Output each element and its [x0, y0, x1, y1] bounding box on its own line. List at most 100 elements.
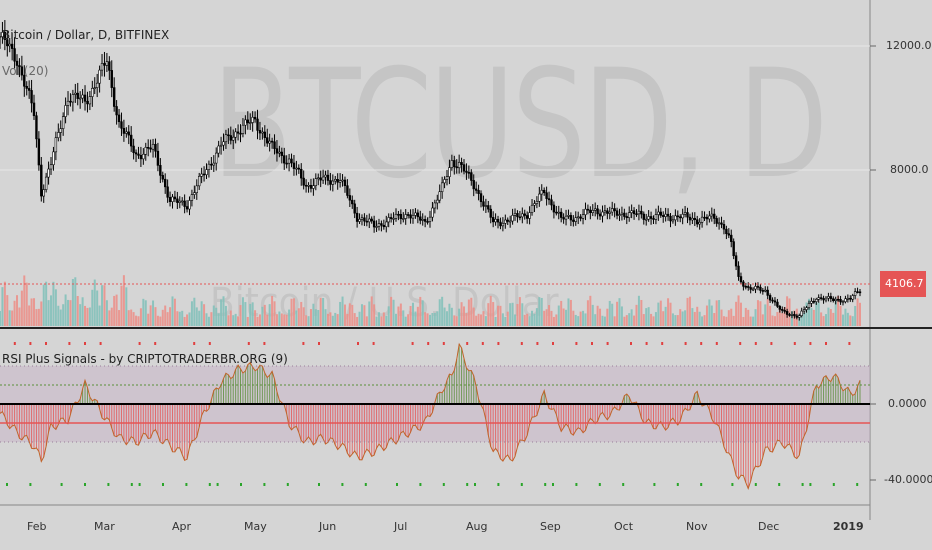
- volume-bar: [125, 287, 128, 326]
- price-candle-body: [618, 214, 621, 216]
- volume-bar: [47, 300, 50, 326]
- volume-bar: [50, 295, 53, 326]
- buy-signal-marker: [442, 483, 445, 486]
- price-candle-body: [637, 210, 641, 215]
- volume-bar: [307, 316, 310, 326]
- gridlines: [0, 45, 870, 171]
- price-candle-body: [615, 210, 619, 216]
- volume-bar: [759, 301, 762, 326]
- price-candle-body: [302, 177, 305, 186]
- volume-bar: [188, 312, 191, 326]
- price-candle-body: [258, 130, 262, 134]
- time-label-nov: Nov: [686, 520, 708, 533]
- price-axis-label: 8000.0: [890, 163, 929, 176]
- sell-signal-marker: [411, 342, 414, 345]
- price-candle-body: [455, 166, 458, 169]
- volume-bar: [122, 275, 125, 326]
- price-candle-body: [778, 306, 782, 310]
- price-candle-body: [625, 216, 628, 218]
- price-candle-body: [688, 216, 692, 221]
- price-candle-body: [465, 170, 468, 173]
- price-candle-body: [88, 96, 92, 105]
- price-candle-body: [598, 213, 602, 217]
- price-candle-body: [511, 215, 514, 222]
- sell-signal-marker: [770, 342, 773, 345]
- buy-signal-marker: [520, 483, 523, 486]
- price-candle-body: [530, 204, 534, 213]
- volume-bar: [698, 311, 701, 326]
- volume-bar: [421, 300, 424, 326]
- volume-bar: [322, 297, 325, 326]
- volume-bar: [331, 315, 334, 326]
- price-candle-body: [669, 215, 672, 222]
- current-price-tag[interactable]: [880, 271, 926, 297]
- price-candle-body: [717, 222, 721, 225]
- volume-bar: [720, 309, 723, 326]
- volume-bar: [59, 309, 62, 326]
- volume-bar: [582, 310, 585, 326]
- price-candle-body: [827, 296, 830, 299]
- price-candle-body: [482, 201, 485, 207]
- price-candle-body: [817, 297, 820, 300]
- volume-bar: [832, 312, 835, 326]
- volume-bar: [392, 299, 395, 326]
- price-candle-body: [346, 185, 349, 196]
- price-candle-body: [751, 288, 755, 291]
- volume-bar: [652, 316, 655, 326]
- volume-bar: [713, 313, 716, 326]
- volume-bar: [436, 311, 439, 326]
- volume-bar: [295, 310, 298, 326]
- sell-signal-marker: [99, 342, 102, 345]
- volume-bar: [480, 314, 483, 326]
- volume-bar: [394, 313, 397, 326]
- volume-bar: [732, 315, 735, 326]
- volume-bar: [608, 300, 611, 326]
- volume-bar: [166, 312, 169, 326]
- price-candle-body: [319, 177, 322, 181]
- price-candle-body: [426, 221, 429, 223]
- price-candle-body: [593, 208, 597, 211]
- price-candle-body: [722, 224, 726, 230]
- price-candle-body: [649, 216, 653, 219]
- price-candle-body: [120, 121, 123, 129]
- price-candle-body: [241, 124, 245, 134]
- volume-bar: [735, 301, 738, 326]
- volume-bar: [314, 309, 317, 326]
- price-candle-body: [195, 185, 198, 193]
- price-candle-body: [453, 160, 456, 168]
- price-candle-body: [355, 212, 359, 222]
- sell-signal-marker: [520, 342, 523, 345]
- buy-signal-marker: [130, 483, 133, 486]
- sell-signal-marker: [357, 342, 359, 345]
- price-candle-body: [800, 310, 803, 316]
- volume-bar: [708, 299, 711, 326]
- sell-signal-marker: [754, 342, 757, 345]
- volume-bar: [67, 299, 70, 326]
- volume-bar: [470, 297, 473, 326]
- price-candle-body: [372, 220, 376, 228]
- price-candle-body: [550, 199, 553, 206]
- volume-bar: [647, 307, 650, 326]
- volume-bar: [139, 308, 142, 326]
- volume-bar: [195, 307, 198, 326]
- volume-bar: [13, 300, 16, 326]
- volume-bar: [433, 312, 436, 326]
- volume-bar: [258, 314, 261, 326]
- price-candle-body: [542, 189, 546, 194]
- price-candle-body: [227, 134, 230, 137]
- price-candle-body: [696, 219, 699, 225]
- volume-bar: [465, 313, 468, 326]
- price-candle-body: [3, 32, 7, 40]
- price-candle-body: [137, 153, 140, 156]
- sell-signal-marker: [630, 342, 632, 345]
- price-candle-body: [411, 215, 415, 219]
- price-candle-body: [404, 214, 407, 219]
- volume-bar: [475, 315, 478, 326]
- volume-bar: [790, 311, 793, 326]
- time-label-feb: Feb: [27, 520, 47, 533]
- volume-bar: [824, 314, 827, 326]
- current-price-label: 4106.7: [885, 277, 924, 290]
- buy-signal-marker: [700, 483, 703, 486]
